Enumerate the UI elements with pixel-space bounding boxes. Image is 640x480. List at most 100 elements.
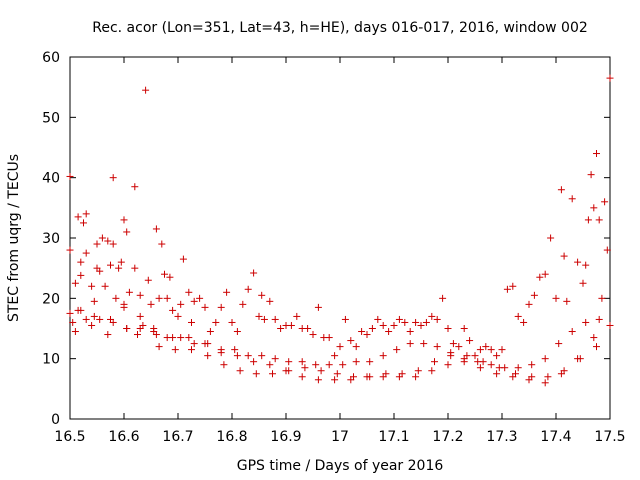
data-point [568,195,576,203]
data-point [144,276,152,284]
data-point [115,264,123,272]
data-point [152,225,160,233]
data-point [204,352,212,360]
y-axis-label: STEC from uqrg / TECUs [6,154,22,322]
data-point [285,358,293,366]
data-point [603,246,611,254]
data-point [395,373,403,381]
data-point [250,269,258,277]
data-point [606,74,614,82]
data-point [239,300,247,308]
data-point [309,331,317,339]
data-point [358,328,366,336]
data-point [223,288,231,296]
data-point [563,297,571,305]
data-point [552,294,560,302]
data-point [339,361,347,369]
data-point [101,282,109,290]
data-point [476,346,484,354]
data-point [352,358,360,366]
data-point [595,315,603,323]
data-point [80,219,87,227]
data-point [439,294,447,302]
data-point [460,358,468,366]
data-point [525,376,533,384]
data-point [185,334,193,342]
data-point [547,234,555,242]
data-point [414,367,422,375]
data-point [336,343,344,351]
data-point [206,328,214,336]
data-point [287,321,295,329]
data-point [331,376,339,384]
data-point [412,373,420,381]
data-point [98,234,106,242]
data-point [74,306,82,314]
data-point [514,364,522,372]
data-point [244,285,252,293]
data-point [233,328,241,336]
y-tick-label: 50 [42,110,60,126]
data-point [188,318,195,326]
x-tick-label: 16.8 [216,429,247,445]
x-tick-label: 16.7 [162,429,193,445]
data-point [525,300,533,308]
data-point [196,294,204,302]
data-point [347,376,355,384]
data-point [541,270,549,278]
x-axis-ticks: 16.5 16.6 16.7 16.8 16.9 17 17.1 17.2 17.3 17.4 17… [54,57,626,445]
data-point [109,174,117,182]
data-point [271,355,279,363]
data-point [220,361,228,369]
data-point [188,346,195,354]
data-point [390,321,398,329]
data-point [449,340,457,348]
data-point [347,337,355,345]
data-point [560,252,568,260]
data-point [107,315,114,323]
data-point [593,343,600,351]
data-point [236,367,244,375]
data-point [88,282,96,290]
data-point [304,325,312,332]
data-point [217,349,225,357]
data-point [217,303,225,311]
data-point [90,297,98,305]
data-point [161,270,168,278]
data-point [142,86,150,94]
data-point [385,328,393,336]
data-point [514,312,522,320]
data-point [584,216,592,224]
data-point [174,312,182,320]
data-point [455,343,463,351]
data-point [574,258,582,266]
data-point [557,186,565,194]
data-point [557,370,565,378]
data-point [266,361,274,369]
data-point [487,346,495,354]
data-point [231,346,239,354]
data-point [171,346,179,354]
data-point [123,325,131,332]
data-point [333,370,341,378]
data-point [158,240,166,248]
data-point [331,352,339,360]
data-point [433,343,441,351]
data-point [112,294,120,302]
x-tick-label: 16.5 [54,429,85,445]
data-point [66,246,74,254]
x-tick-label: 17.4 [540,429,571,445]
data-point [155,294,163,302]
data-point [139,321,147,329]
data-point [433,315,441,323]
data-point [579,279,587,287]
y-tick-label: 0 [51,412,60,428]
data-point [541,379,549,387]
y-axis-ticks: 0 10 20 30 40 50 60 [42,50,610,428]
data-point [325,334,333,342]
data-point [255,312,263,320]
data-point [590,334,598,342]
data-point [93,240,101,248]
data-point [152,331,160,339]
